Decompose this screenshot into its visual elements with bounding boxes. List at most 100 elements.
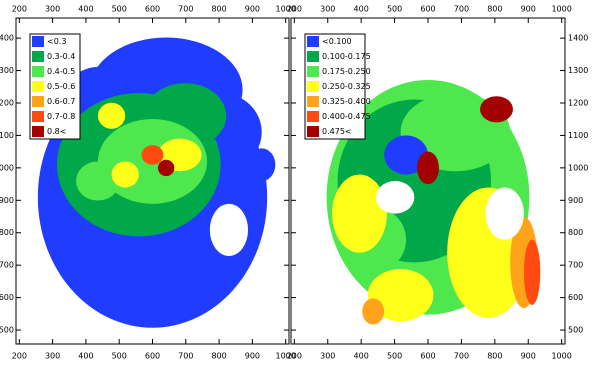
x-tick-label: 1000 [551,352,571,361]
legend-label: 0.4-0.5 [47,67,75,76]
legend-swatch [32,111,44,122]
x-tick-label: 900 [521,352,536,361]
legend-label: 0.100-0.175 [322,52,371,61]
map-region [362,298,385,325]
x-tick-label: 500 [387,352,402,361]
legend-label: 0.6-0.7 [47,97,75,106]
x-tick-label: 500 [112,352,127,361]
map-region [141,145,164,165]
y-tick-label: 1200 [568,98,588,107]
map-region [485,187,524,240]
legend-swatch [307,96,319,107]
y-tick-label: 1000 [568,163,588,172]
x-tick-label: 800 [487,5,502,14]
y-tick-label: 700 [568,261,583,270]
legend-swatch [32,96,44,107]
x-tick-label: 1000 [275,5,295,14]
legend-label: 0.8< [47,127,66,136]
x-tick-label: 700 [454,5,469,14]
x-tick-label: 400 [354,352,369,361]
x-tick-label: 400 [354,5,369,14]
x-tick-label: 200 [12,5,27,14]
y-tick-label: 1100 [0,131,14,140]
y-tick-label: 1200 [0,98,14,107]
map-region [480,96,513,123]
y-tick-label: 700 [0,261,14,270]
map-region [332,174,387,253]
legend-swatch [32,81,44,92]
x-tick-label: 900 [245,352,260,361]
x-tick-label: 700 [178,5,193,14]
x-tick-label: 600 [420,352,435,361]
x-tick-label: 300 [320,5,335,14]
legend-swatch [307,126,319,137]
x-tick-label: 300 [45,5,60,14]
y-tick-label: 1400 [568,34,588,43]
map-region [248,148,276,181]
legend-label: 0.3-0.4 [47,52,75,61]
map-region [111,161,139,188]
map-region [209,203,249,256]
x-tick-label: 200 [287,352,302,361]
y-tick-label: 1000 [0,163,14,172]
legend-label: 0.325-0.400 [322,97,371,106]
legend-label: 0.175-0.250 [322,67,371,76]
map-region [417,151,439,185]
x-tick-label: 900 [521,5,536,14]
x-tick-label: 200 [287,5,302,14]
legend-swatch [307,81,319,92]
y-tick-label: 1400 [0,34,14,43]
y-tick-label: 500 [0,326,14,335]
legend-label: 0.5-0.6 [47,82,75,91]
legend-label: 0.400-0.475 [322,112,371,121]
legend-swatch [307,36,319,47]
x-tick-label: 600 [145,5,160,14]
x-tick-label: 500 [112,5,127,14]
panel: 200 200 300 300 400 400 500 500 600 600 700 700 800 8… [287,5,589,361]
x-tick-label: 700 [178,352,193,361]
map-region [157,159,175,177]
legend-swatch [307,66,319,77]
x-tick-label: 400 [78,5,93,14]
x-tick-label: 600 [145,352,160,361]
x-tick-label: 800 [487,352,502,361]
map-region [97,102,126,129]
x-tick-label: 600 [420,5,435,14]
x-tick-label: 300 [45,352,60,361]
y-tick-label: 1300 [0,66,14,75]
legend-label: <0.100 [322,37,352,46]
legend-swatch [32,51,44,62]
map-region [523,239,541,305]
legend-swatch [32,126,44,137]
map-region [76,161,120,201]
y-tick-label: 900 [568,196,583,205]
y-tick-label: 1300 [568,66,588,75]
x-tick-label: 500 [387,5,402,14]
x-tick-label: 700 [454,352,469,361]
x-tick-label: 800 [211,5,226,14]
legend-swatch [307,51,319,62]
panel: 200 200 300 300 400 400 500 500 600 600 700 700 800 8… [0,5,296,361]
y-tick-label: 600 [568,293,583,302]
y-tick-label: 1100 [568,131,588,140]
x-tick-label: 900 [245,5,260,14]
y-tick-label: 800 [0,228,14,237]
x-tick-label: 200 [12,352,27,361]
legend-label: <0.3 [47,37,66,46]
x-tick-label: 400 [78,352,93,361]
y-tick-label: 900 [0,196,14,205]
x-tick-label: 1000 [275,352,295,361]
x-tick-label: 800 [211,352,226,361]
y-tick-label: 800 [568,228,583,237]
y-tick-label: 500 [568,326,583,335]
legend-swatch [307,111,319,122]
legend-label: 0.7-0.8 [47,112,75,121]
map-region [384,135,428,175]
legend-label: 0.475< [322,127,352,136]
legend-swatch [32,36,44,47]
x-tick-label: 300 [320,352,335,361]
legend-label: 0.250-0.325 [322,82,371,91]
y-tick-label: 600 [0,293,14,302]
map-region [367,269,434,322]
